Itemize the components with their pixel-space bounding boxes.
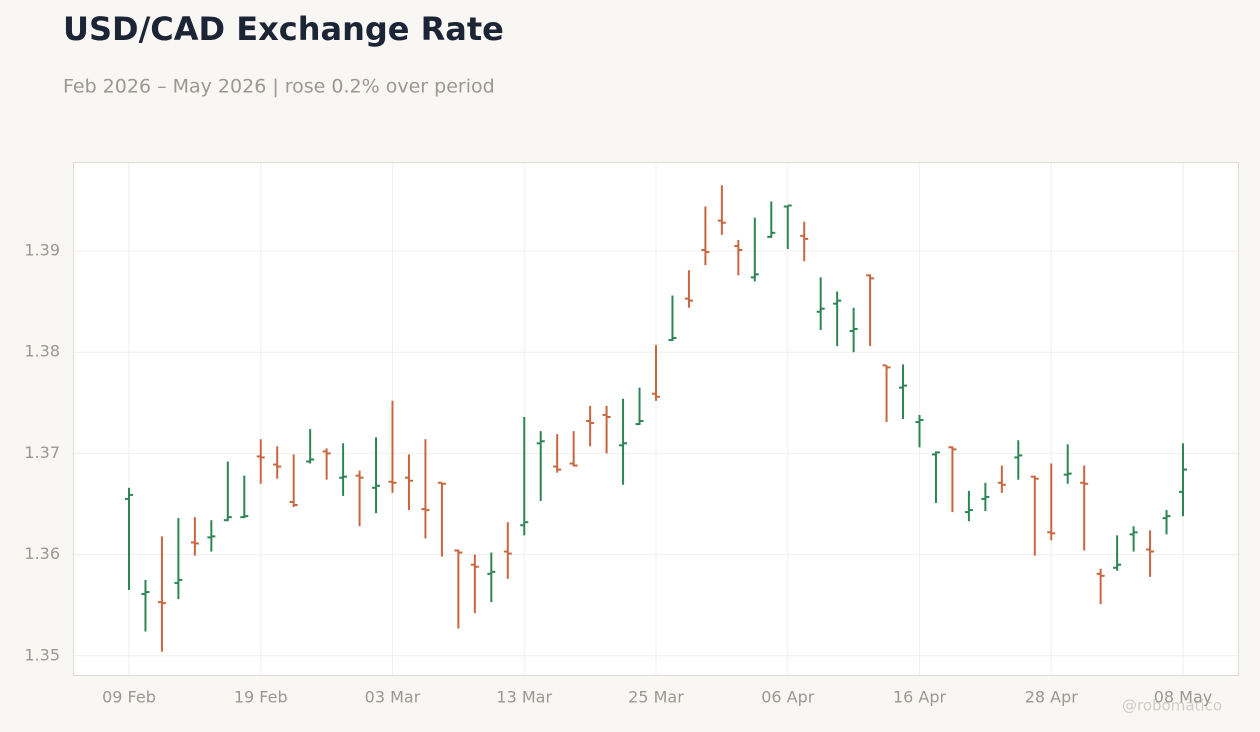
chart-subtitle: Feb 2026 – May 2026 | rose 0.2% over per…: [63, 76, 495, 98]
y-tick-label: 1.38: [24, 342, 60, 361]
y-tick-label: 1.35: [24, 645, 60, 664]
x-tick-label: 06 Apr: [761, 688, 815, 707]
chart-title: USD/CAD Exchange Rate: [63, 10, 504, 48]
y-tick-label: 1.36: [24, 544, 60, 563]
bars: [125, 185, 1187, 652]
y-tick-label: 1.37: [24, 443, 60, 462]
x-tick-label: 13 Mar: [496, 688, 552, 707]
x-tick-label: 25 Mar: [628, 688, 684, 707]
x-tick-label: 28 Apr: [1025, 688, 1079, 707]
watermark: @robomatico: [1122, 697, 1222, 715]
x-tick-label: 09 Feb: [102, 688, 156, 707]
x-tick-label: 03 Mar: [365, 688, 421, 707]
y-tick-label: 1.39: [24, 241, 60, 260]
x-tick-label: 16 Apr: [893, 688, 947, 707]
x-tick-label: 19 Feb: [234, 688, 288, 707]
x-tick-label: 08 May: [1154, 688, 1213, 707]
